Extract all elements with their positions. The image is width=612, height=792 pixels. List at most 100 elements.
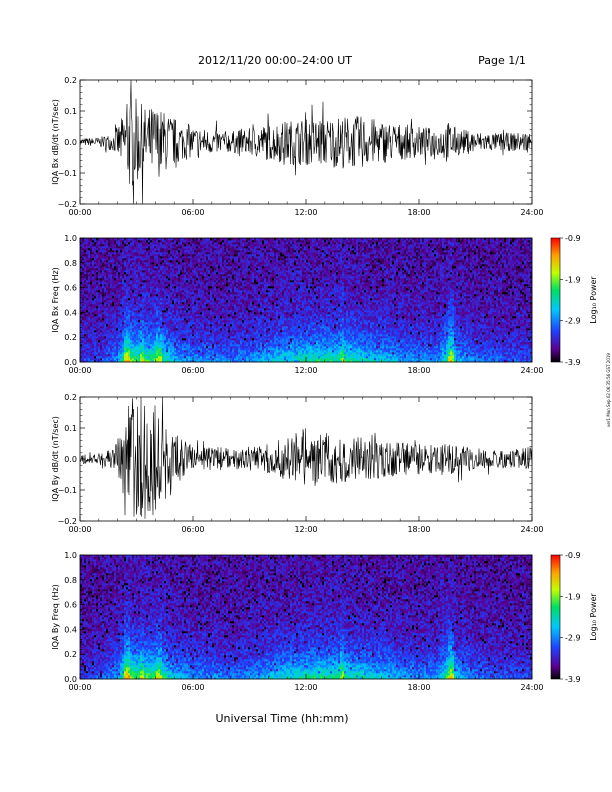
spectrogram-cell xyxy=(126,252,129,255)
spectrogram-cell xyxy=(138,294,141,297)
spectrogram-cell xyxy=(84,354,87,357)
spectrogram-cell xyxy=(86,346,89,349)
spectrogram-cell xyxy=(202,324,205,327)
spectrogram-cell xyxy=(120,244,123,247)
spectrogram-cell xyxy=(206,272,209,275)
spectrogram-cell xyxy=(226,244,229,247)
spectrogram-cell xyxy=(196,358,199,361)
spectrogram-cell xyxy=(208,264,211,267)
spectrogram-cell xyxy=(90,316,93,319)
spectrogram-cell xyxy=(114,340,117,343)
spectrogram-cell xyxy=(150,330,153,333)
spectrogram-cell xyxy=(216,256,219,259)
spectrogram-cell xyxy=(158,358,161,361)
spectrogram-cell xyxy=(160,330,163,333)
spectrogram-cell xyxy=(140,254,143,257)
spectrogram-cell xyxy=(98,252,101,255)
spectrogram-cell xyxy=(98,284,101,287)
spectrogram-cell xyxy=(222,256,225,259)
spectrogram-cell xyxy=(236,308,239,311)
spectrogram-cell xyxy=(216,308,219,311)
spectrogram-cell xyxy=(90,294,93,297)
spectrogram-cell xyxy=(80,308,83,311)
spectrogram-cell xyxy=(94,336,97,339)
spectrogram-cell xyxy=(228,314,231,317)
spectrogram-cell xyxy=(140,276,143,279)
spectrogram-cell xyxy=(88,292,91,295)
spectrogram-cell xyxy=(80,318,83,321)
spectrogram-cell xyxy=(94,344,97,347)
spectrogram-cell xyxy=(222,320,225,323)
spectrogram-cell xyxy=(230,288,233,291)
spectrogram-cell xyxy=(126,324,129,327)
spectrogram-cell xyxy=(182,280,185,283)
spectrogram-cell xyxy=(80,274,83,277)
spectrogram-cell xyxy=(142,316,145,319)
spectrogram-cell xyxy=(158,288,161,291)
spectrogram-cell xyxy=(168,312,171,315)
spectrogram-cell xyxy=(88,274,91,277)
spectrogram-cell xyxy=(154,272,157,275)
spectrogram-cell xyxy=(142,332,145,335)
spectrogram-cell xyxy=(118,326,121,329)
spectrogram-cell xyxy=(130,270,133,273)
spectrogram-cell xyxy=(190,300,193,303)
spectrogram-cell xyxy=(204,312,207,315)
spectrogram-cell xyxy=(102,290,105,293)
spectrogram-cell xyxy=(88,282,91,285)
spectrogram-cell xyxy=(108,346,111,349)
spectrogram-cell xyxy=(146,262,149,265)
spectrogram-cell xyxy=(206,250,209,253)
spectrogram-cell xyxy=(222,264,225,267)
spectrogram-cell xyxy=(140,286,143,289)
spectrogram-cell xyxy=(172,248,175,251)
spectrogram-cell xyxy=(128,284,131,287)
spectrogram-cell xyxy=(98,246,101,249)
spectrogram-cell xyxy=(148,304,151,307)
spectrogram-cell xyxy=(86,248,89,251)
spectrogram-cell xyxy=(196,304,199,307)
spectrogram-cell xyxy=(136,340,139,343)
spectrogram-cell xyxy=(226,314,229,317)
spectrogram-cell xyxy=(166,262,169,265)
spectrogram-cell xyxy=(184,320,187,323)
spectrogram-cell xyxy=(174,344,177,347)
spectrogram-cell xyxy=(200,312,203,315)
spectrogram-cell xyxy=(156,354,159,357)
spectrogram-cell xyxy=(140,240,143,243)
spectrogram-cell xyxy=(166,238,169,241)
spectrogram-cell xyxy=(132,270,135,273)
spectrogram-cell xyxy=(164,254,167,257)
spectrogram-cell xyxy=(228,358,231,361)
spectrogram-cell xyxy=(116,330,119,333)
spectrogram-cell xyxy=(134,352,137,355)
spectrogram-cell xyxy=(136,330,139,333)
spectrogram-cell xyxy=(224,242,227,245)
spectrogram-cell xyxy=(110,270,113,273)
spectrogram-cell xyxy=(116,244,119,247)
spectrogram-cell xyxy=(230,272,233,275)
spectrogram-cell xyxy=(160,246,163,249)
spectrogram-cell xyxy=(220,240,223,243)
spectrogram-cell xyxy=(104,336,107,339)
spectrogram-cell xyxy=(200,326,203,329)
spectrogram-cell xyxy=(224,250,227,253)
spectrogram-cell xyxy=(94,322,97,325)
spectrogram-cell xyxy=(234,300,237,303)
spectrogram-cell xyxy=(178,324,181,327)
spectrogram-cell xyxy=(204,290,207,293)
spectrogram-cell xyxy=(154,254,157,257)
spectrogram-cell xyxy=(208,360,211,363)
spectrogram-cell xyxy=(104,330,107,333)
spectrogram-cell xyxy=(138,338,141,341)
spectrogram-cell xyxy=(138,346,141,349)
spectrogram-cell xyxy=(194,312,197,315)
spectrogram-cell xyxy=(86,306,89,309)
spectrogram-cell xyxy=(134,334,137,337)
spectrogram-cell xyxy=(148,346,151,349)
spectrogram-cell xyxy=(132,326,135,329)
spectrogram-cell xyxy=(236,328,239,331)
spectrogram-cell xyxy=(186,256,189,259)
spectrogram-cell xyxy=(110,276,113,279)
spectrogram-cell xyxy=(212,348,215,351)
